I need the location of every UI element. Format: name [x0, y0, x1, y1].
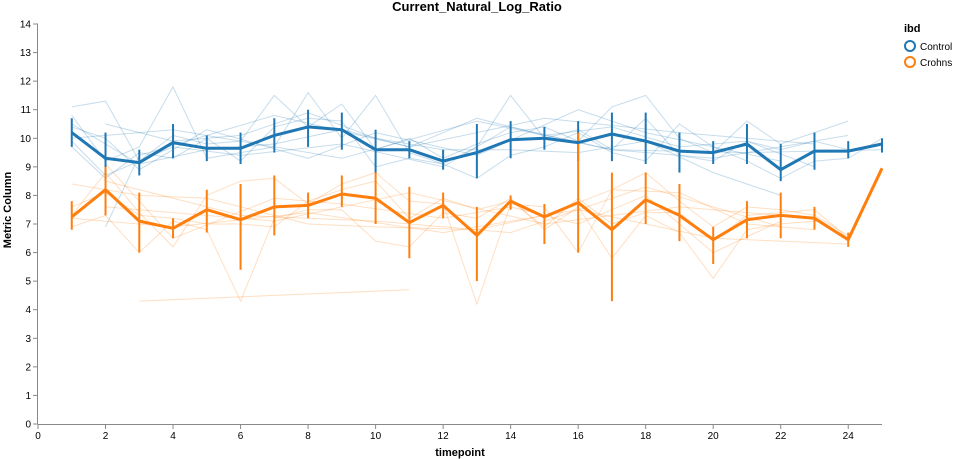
subject-line-crohns-16 [139, 289, 410, 302]
x-tick-label-4: 4 [170, 431, 176, 442]
x-tick-label-18: 18 [640, 431, 652, 442]
y-tick-label-11: 11 [21, 105, 32, 116]
y-tick-label-10: 10 [20, 134, 32, 145]
legend-label-crohns: Crohns [920, 58, 952, 69]
mean-line-control [70, 125, 883, 172]
y-tick-label-9: 9 [25, 162, 31, 173]
x-axis-title: timepoint [435, 447, 485, 459]
x-tick-label-16: 16 [573, 431, 585, 442]
subject-line-crohns-15 [105, 180, 781, 234]
legend: ibd Control Crohns [904, 23, 952, 69]
legend-label-control: Control [920, 42, 952, 53]
x-tick-label-14: 14 [505, 431, 517, 442]
axes: 0 2 4 6 8 10 12 14 16 18 20 22 240123456789101112131… [20, 20, 882, 442]
x-tick-label-20: 20 [708, 431, 720, 442]
x-tick-label-0: 0 [35, 431, 41, 442]
y-tick-label-2: 2 [25, 362, 31, 373]
x-tick-label-8: 8 [305, 431, 311, 442]
chart-title: Current_Natural_Log_Ratio [392, 0, 562, 14]
legend-swatch-crohns [904, 56, 916, 68]
mean-lines [70, 125, 884, 242]
y-tick-label-8: 8 [25, 191, 31, 202]
legend-swatch-control [904, 40, 916, 52]
subject-line-control-3 [71, 117, 815, 168]
error-bars [70, 109, 883, 302]
mean-line-crohns [70, 167, 884, 242]
x-tick-label-22: 22 [775, 431, 787, 442]
x-tick-label-6: 6 [238, 431, 244, 442]
x-tick-label-2: 2 [103, 431, 109, 442]
y-tick-label-14: 14 [20, 20, 32, 31]
x-tick-label-12: 12 [438, 431, 450, 442]
y-tick-label-7: 7 [25, 220, 31, 231]
y-tick-label-6: 6 [25, 248, 31, 259]
y-tick-label-1: 1 [25, 391, 31, 402]
x-tick-label-10: 10 [370, 431, 382, 442]
subject-line-crohns-9 [71, 171, 849, 306]
y-tick-label-3: 3 [25, 334, 31, 345]
legend-title: ibd [904, 23, 921, 35]
y-tick-label-4: 4 [25, 305, 31, 316]
y-axis-title: Metric Column [2, 172, 14, 249]
y-tick-label-5: 5 [25, 277, 31, 288]
y-tick-label-13: 13 [20, 48, 32, 59]
subject-line-control-0 [71, 94, 849, 162]
x-tick-label-24: 24 [843, 431, 855, 442]
y-tick-label-0: 0 [25, 420, 31, 431]
y-tick-label-12: 12 [20, 77, 32, 88]
subject-line-control-4 [105, 112, 781, 196]
